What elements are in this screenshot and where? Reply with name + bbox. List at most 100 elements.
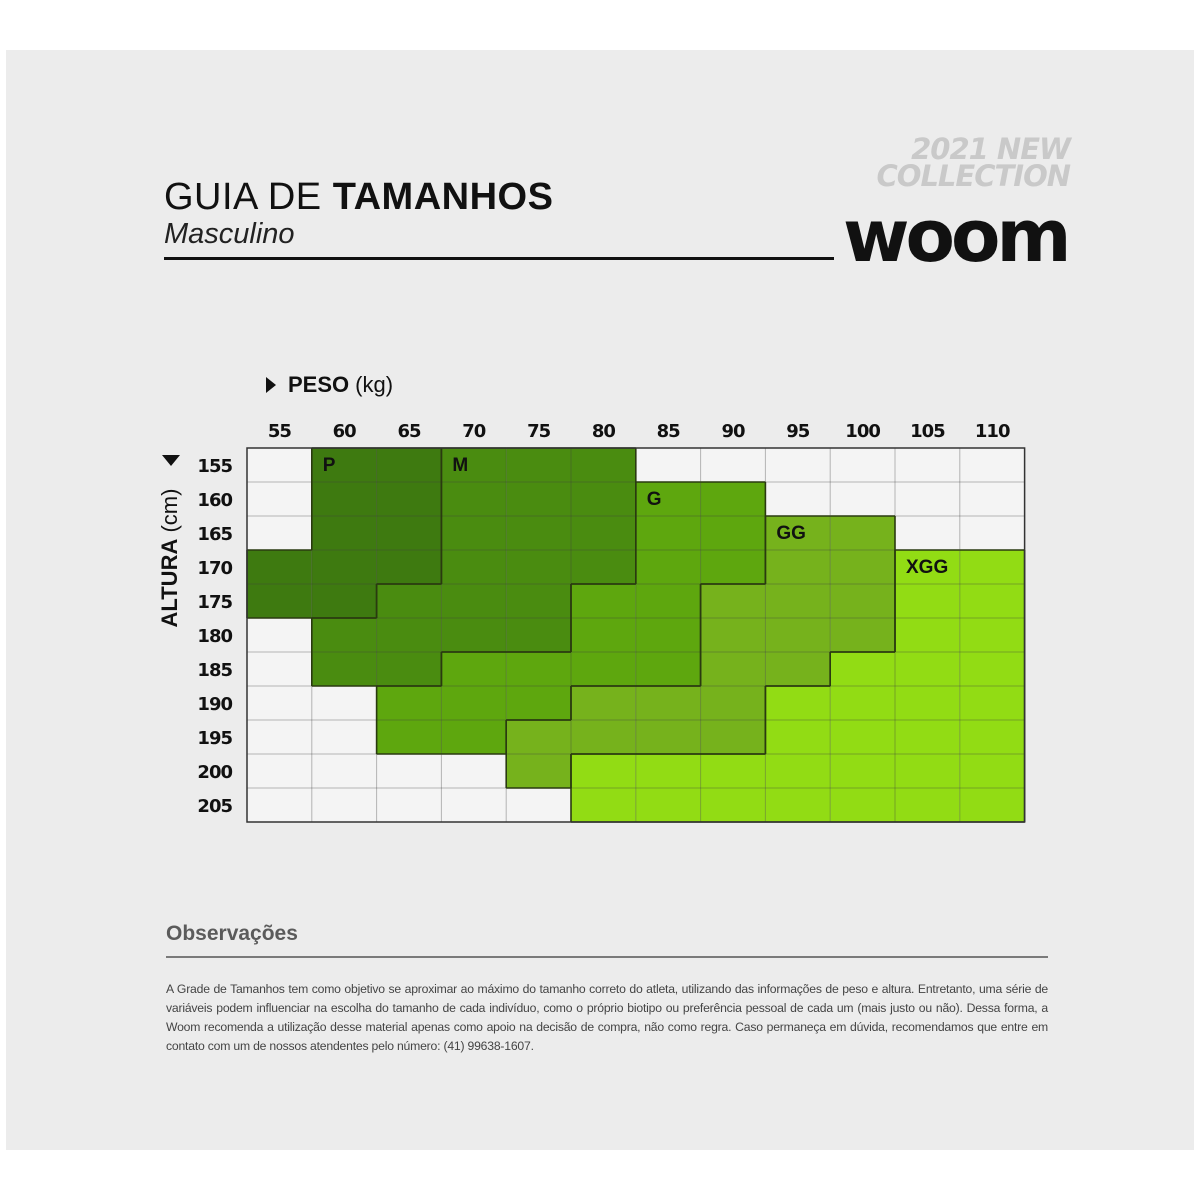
size-cell-xgg: [895, 618, 960, 652]
size-cell-gg: [700, 652, 766, 686]
size-label-g: G: [647, 489, 662, 510]
size-cell-gg: [700, 720, 766, 754]
size-cell-p: [376, 448, 442, 482]
size-cell-xgg: [895, 754, 960, 788]
size-cell-xgg: [959, 720, 1025, 754]
size-cell-xgg: [959, 652, 1025, 686]
size-cell-g: [376, 720, 442, 754]
size-cell-xgg: [830, 686, 895, 720]
size-cell-xgg: [830, 754, 895, 788]
size-cell-gg: [830, 550, 895, 584]
size-cell-gg: [635, 720, 701, 754]
size-cell-xgg: [830, 652, 895, 686]
size-cell-g: [506, 686, 571, 720]
page-title: GUIA DE TAMANHOS: [164, 176, 553, 219]
size-cell-gg: [830, 618, 895, 652]
size-cell-m: [441, 550, 507, 584]
size-cell-m: [441, 618, 507, 652]
size-cell-gg: [765, 584, 831, 618]
size-cell-p: [376, 482, 442, 516]
size-cell-m: [441, 482, 507, 516]
size-cell-m: [571, 482, 636, 516]
size-cell-xgg: [765, 686, 831, 720]
size-cell-m: [506, 448, 571, 482]
size-label-m: M: [452, 455, 468, 476]
x-tick-label: 60: [333, 421, 357, 442]
page-subtitle: Masculino: [164, 218, 295, 250]
size-cell-g: [441, 652, 507, 686]
size-cell-m: [441, 448, 507, 482]
size-cell-p: [376, 550, 442, 584]
size-cell-m: [441, 584, 507, 618]
size-cell-xgg: [895, 720, 960, 754]
size-cell-g: [635, 550, 701, 584]
size-cell-gg: [700, 686, 766, 720]
size-cell-p: [311, 482, 377, 516]
size-cell-g: [571, 652, 636, 686]
size-cell-p: [311, 516, 377, 550]
size-cell-g: [441, 720, 507, 754]
size-cell-m: [376, 618, 442, 652]
title-divider: [164, 257, 834, 260]
x-tick-label: 95: [786, 421, 810, 442]
size-cell-gg: [765, 618, 831, 652]
size-cell-g: [506, 652, 571, 686]
size-cell-gg: [506, 720, 571, 754]
size-cell-p: [311, 584, 377, 618]
size-cell-xgg: [959, 754, 1025, 788]
collection-line-2: COLLECTION: [876, 159, 1071, 193]
x-tick-label: 75: [527, 421, 551, 442]
y-tick-label: 185: [197, 660, 232, 681]
size-cell-p: [247, 584, 312, 618]
size-cell-g: [571, 618, 636, 652]
size-cell-m: [441, 516, 507, 550]
size-cell-xgg: [959, 686, 1025, 720]
size-cell-m: [506, 516, 571, 550]
size-cell-gg: [830, 516, 895, 550]
size-cell-m: [571, 516, 636, 550]
size-label-p: P: [323, 455, 336, 476]
x-axis-title: PESO (kg): [266, 372, 393, 398]
size-label-gg: GG: [776, 523, 806, 544]
x-tick-label: 100: [845, 421, 880, 442]
size-cell-g: [635, 618, 701, 652]
size-cell-g: [441, 686, 507, 720]
size-cell-g: [700, 482, 766, 516]
size-cell-gg: [830, 584, 895, 618]
size-cell-m: [376, 584, 442, 618]
x-tick-label: 65: [397, 421, 421, 442]
size-cell-m: [376, 652, 442, 686]
right-arrow-icon: [266, 377, 276, 393]
collection-badge: 2021 NEW COLLECTION: [838, 135, 1071, 193]
size-cell-m: [506, 584, 571, 618]
size-cell-gg: [700, 618, 766, 652]
size-cell-gg: [700, 584, 766, 618]
size-cell-g: [700, 516, 766, 550]
y-tick-label: 190: [197, 694, 232, 715]
observations-divider: [166, 956, 1048, 958]
size-cell-xgg: [895, 788, 960, 822]
size-cell-xgg: [959, 584, 1025, 618]
size-cell-g: [635, 584, 701, 618]
size-label-xgg: XGG: [906, 557, 948, 578]
brand-logo: woom: [843, 194, 1071, 278]
size-cell-xgg: [700, 788, 766, 822]
size-cell-xgg: [700, 754, 766, 788]
size-cell-xgg: [830, 720, 895, 754]
title-light: GUIA DE: [164, 176, 322, 218]
x-tick-label: 80: [592, 421, 616, 442]
size-cell-xgg: [765, 788, 831, 822]
size-cell-xgg: [571, 754, 636, 788]
y-axis-title: ALTURA (cm): [150, 455, 190, 630]
size-cell-xgg: [830, 788, 895, 822]
title-bold: TAMANHOS: [332, 176, 554, 218]
size-cell-g: [635, 652, 701, 686]
size-cell-g: [376, 686, 442, 720]
grid-border: [246, 447, 1026, 823]
size-cell-m: [506, 550, 571, 584]
size-cell-xgg: [765, 720, 831, 754]
size-cell-m: [311, 618, 377, 652]
size-cell-gg: [765, 516, 831, 550]
size-cell-g: [635, 482, 701, 516]
size-cell-gg: [635, 686, 701, 720]
